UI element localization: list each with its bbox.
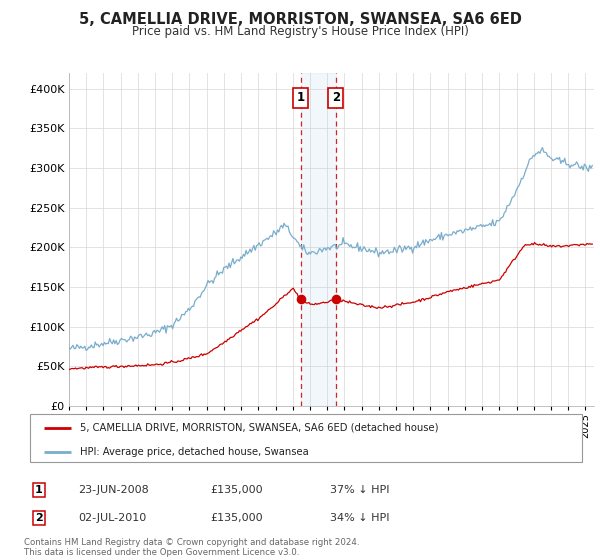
Point bbox=[296, 295, 305, 304]
Text: Price paid vs. HM Land Registry's House Price Index (HPI): Price paid vs. HM Land Registry's House … bbox=[131, 25, 469, 38]
Text: 1: 1 bbox=[297, 91, 305, 104]
Point bbox=[331, 295, 341, 304]
Text: 2: 2 bbox=[332, 91, 340, 104]
Text: 23-JUN-2008: 23-JUN-2008 bbox=[78, 485, 149, 495]
Text: £135,000: £135,000 bbox=[210, 513, 263, 523]
Text: 5, CAMELLIA DRIVE, MORRISTON, SWANSEA, SA6 6ED: 5, CAMELLIA DRIVE, MORRISTON, SWANSEA, S… bbox=[79, 12, 521, 27]
FancyBboxPatch shape bbox=[30, 414, 582, 462]
Text: HPI: Average price, detached house, Swansea: HPI: Average price, detached house, Swan… bbox=[80, 446, 308, 456]
Bar bbox=[301, 73, 336, 406]
Text: 37% ↓ HPI: 37% ↓ HPI bbox=[330, 485, 389, 495]
Text: £135,000: £135,000 bbox=[210, 485, 263, 495]
Text: 2: 2 bbox=[35, 513, 43, 523]
Text: 34% ↓ HPI: 34% ↓ HPI bbox=[330, 513, 389, 523]
Text: 5, CAMELLIA DRIVE, MORRISTON, SWANSEA, SA6 6ED (detached house): 5, CAMELLIA DRIVE, MORRISTON, SWANSEA, S… bbox=[80, 423, 438, 433]
Text: Contains HM Land Registry data © Crown copyright and database right 2024.
This d: Contains HM Land Registry data © Crown c… bbox=[24, 538, 359, 557]
Text: 1: 1 bbox=[35, 485, 43, 495]
Text: 02-JUL-2010: 02-JUL-2010 bbox=[78, 513, 146, 523]
